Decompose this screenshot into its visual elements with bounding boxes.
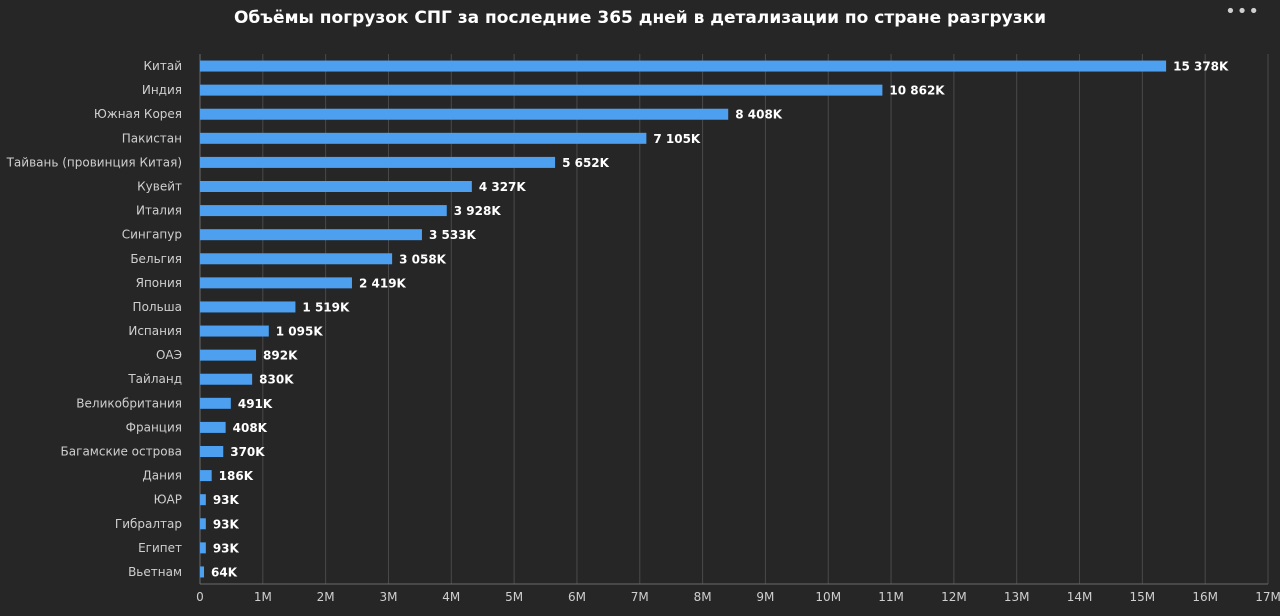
category-label: ЮАР bbox=[154, 493, 182, 507]
x-tick-label: 17M bbox=[1255, 590, 1280, 604]
category-label: Южная Корея bbox=[94, 107, 182, 121]
data-label: 370K bbox=[230, 445, 265, 459]
data-label: 491K bbox=[238, 397, 273, 411]
category-label: Италия bbox=[136, 204, 182, 218]
data-label: 4 327K bbox=[479, 180, 527, 194]
bar bbox=[200, 277, 352, 289]
category-label: Испания bbox=[128, 324, 182, 338]
category-label: Сингапур bbox=[122, 228, 182, 242]
more-options-icon[interactable]: ••• bbox=[1225, 1, 1260, 22]
category-label: Польша bbox=[133, 300, 182, 314]
category-label: ОАЭ bbox=[156, 348, 182, 362]
x-tick-label: 15M bbox=[1130, 590, 1156, 604]
chart-title: Объёмы погрузок СПГ за последние 365 дне… bbox=[233, 8, 1047, 28]
data-label: 3 928K bbox=[454, 204, 502, 218]
data-label: 7 105K bbox=[653, 132, 701, 146]
x-tick-label: 9M bbox=[756, 590, 774, 604]
bar bbox=[200, 470, 212, 482]
bar bbox=[200, 156, 556, 168]
bar bbox=[200, 397, 231, 409]
data-label: 2 419K bbox=[359, 276, 407, 290]
data-label: 1 519K bbox=[302, 300, 350, 314]
category-label: Тайвань (провинция Китая) bbox=[6, 155, 182, 169]
data-label: 64K bbox=[211, 565, 238, 579]
x-tick-label: 8M bbox=[694, 590, 712, 604]
category-label: Кувейт bbox=[137, 180, 182, 194]
bar bbox=[200, 373, 253, 385]
data-label: 830K bbox=[259, 373, 294, 387]
data-label: 3 058K bbox=[399, 252, 447, 266]
bar bbox=[200, 349, 257, 361]
x-tick-label: 1M bbox=[254, 590, 272, 604]
bar bbox=[200, 181, 472, 192]
x-tick-label: 2M bbox=[317, 590, 335, 604]
data-label: 1 095K bbox=[276, 325, 324, 339]
category-label: Вьетнам bbox=[128, 565, 182, 579]
data-label: 93K bbox=[213, 541, 240, 555]
bar bbox=[200, 229, 422, 241]
category-label: Индия bbox=[142, 83, 182, 97]
x-tick-label: 14M bbox=[1067, 590, 1093, 604]
x-tick-label: 3M bbox=[379, 590, 397, 604]
category-label: Багамские острова bbox=[61, 445, 182, 459]
category-label: Китай bbox=[144, 59, 182, 73]
category-label: Пакистан bbox=[122, 131, 182, 145]
bar bbox=[200, 108, 729, 120]
category-label: Франция bbox=[126, 420, 182, 434]
bar bbox=[200, 542, 206, 554]
data-label: 15 378K bbox=[1173, 60, 1229, 74]
category-label: Бельгия bbox=[130, 252, 182, 266]
bar bbox=[200, 301, 296, 313]
bar bbox=[200, 205, 447, 217]
data-label: 5 652K bbox=[562, 156, 610, 170]
data-label: 93K bbox=[213, 493, 240, 507]
category-label: Япония bbox=[136, 276, 182, 290]
category-label: Гибралтар bbox=[115, 517, 182, 531]
x-tick-label: 0 bbox=[196, 590, 204, 604]
data-label: 10 862K bbox=[889, 84, 945, 98]
x-tick-label: 4M bbox=[442, 590, 460, 604]
x-tick-label: 16M bbox=[1192, 590, 1218, 604]
category-label: Тайланд bbox=[127, 372, 182, 386]
data-label: 3 533K bbox=[429, 228, 477, 242]
bar bbox=[200, 566, 205, 578]
data-label: 93K bbox=[213, 517, 240, 531]
x-tick-label: 5M bbox=[505, 590, 523, 604]
bar bbox=[200, 132, 647, 144]
category-label: Великобритания bbox=[76, 396, 182, 410]
x-tick-label: 6M bbox=[568, 590, 586, 604]
bar bbox=[200, 325, 269, 337]
bar bbox=[200, 84, 883, 96]
x-tick-label: 12M bbox=[941, 590, 967, 604]
bar bbox=[200, 446, 224, 457]
data-label: 186K bbox=[219, 469, 254, 483]
category-label: Египет bbox=[138, 541, 182, 555]
bar bbox=[200, 494, 206, 506]
bar bbox=[200, 253, 393, 265]
bar bbox=[200, 518, 206, 530]
bar bbox=[200, 421, 226, 433]
x-tick-label: 10M bbox=[815, 590, 841, 604]
bar bbox=[200, 60, 1167, 72]
data-label: 408K bbox=[233, 421, 268, 435]
category-label: Дания bbox=[142, 469, 182, 483]
x-tick-label: 7M bbox=[631, 590, 649, 604]
x-tick-label: 13M bbox=[1004, 590, 1030, 604]
x-tick-label: 11M bbox=[878, 590, 904, 604]
data-label: 892K bbox=[263, 349, 298, 363]
data-label: 8 408K bbox=[735, 108, 783, 122]
